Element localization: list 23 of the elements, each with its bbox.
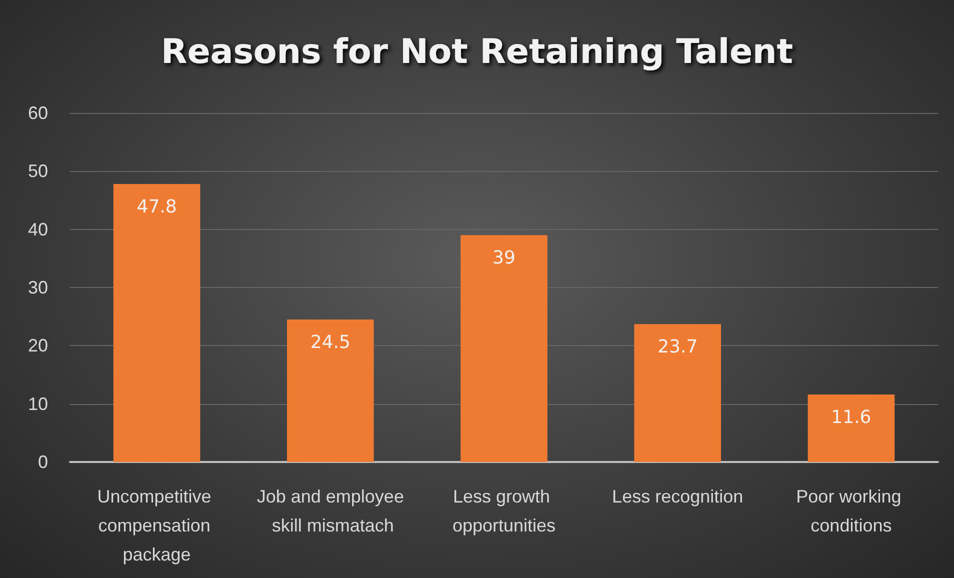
bar	[634, 324, 721, 462]
x-tick-label: Less growth opportunities	[452, 486, 556, 536]
bar	[460, 235, 548, 462]
data-label: 24.5	[310, 332, 350, 353]
y-tick-label: 30	[28, 278, 48, 298]
y-tick-label: 0	[38, 452, 48, 472]
y-tick-label: 60	[28, 103, 48, 123]
x-tick-label: Poor working conditions	[796, 486, 906, 536]
chart-title: Reasons for Not Retaining Talent	[161, 32, 793, 72]
x-tick-label: Job and employee skill mismatach	[256, 486, 404, 536]
y-tick-label: 50	[28, 161, 48, 182]
bar	[113, 184, 200, 462]
data-label: 47.8	[136, 196, 177, 218]
y-tick-label: 10	[28, 394, 48, 414]
data-label: 39	[492, 248, 516, 269]
data-label: 11.6	[831, 407, 872, 428]
y-tick-label: 20	[28, 336, 48, 356]
x-tick-label: Uncompetitive compensation package	[97, 486, 216, 564]
bar	[287, 319, 374, 462]
x-tick-label: Less recognition	[612, 486, 744, 506]
data-label: 23.7	[658, 336, 698, 358]
bar	[808, 394, 895, 462]
y-tick-label: 40	[28, 219, 48, 240]
